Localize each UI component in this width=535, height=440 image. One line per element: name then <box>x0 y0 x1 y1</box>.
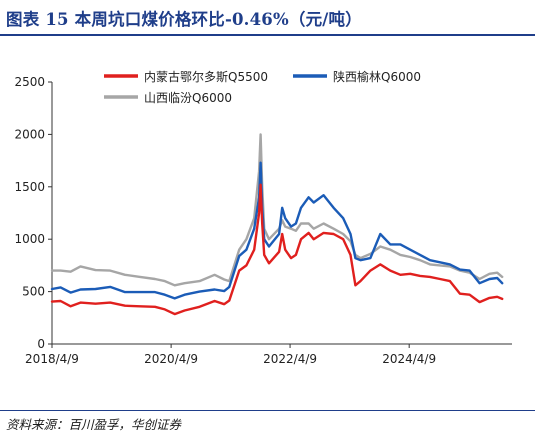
x-tick-label: 2018/4/9 <box>25 352 79 366</box>
y-tick-label: 1500 <box>14 180 45 194</box>
legend-label-0: 内蒙古鄂尔多斯Q5500 <box>144 69 268 84</box>
source-note: 资料来源：百川盈孚，华创证券 <box>6 417 182 432</box>
line-chart: 0 500 1000 1500 2000 2500 2018/4/9 2020/4/9 2022… <box>14 69 512 366</box>
series-line-0 <box>50 183 504 316</box>
legend-label-2: 山西临汾Q6000 <box>144 91 232 105</box>
title-bar: 图表 15 本周坑口煤价格环比-0.46%（元/吨） <box>0 0 535 36</box>
y-tick-label: 2000 <box>14 127 45 141</box>
legend-label-1: 陕西榆林Q6000 <box>333 69 421 84</box>
series-line-2 <box>50 133 504 287</box>
title-rule <box>0 34 535 36</box>
x-tick-label: 2020/4/9 <box>144 352 198 366</box>
series-line-1 <box>50 161 504 300</box>
y-tick-label: 2500 <box>14 75 45 89</box>
bottom-rule <box>0 410 535 411</box>
y-tick-label: 0 <box>37 337 45 351</box>
y-tick-label: 500 <box>22 285 45 299</box>
x-tick-label: 2024/4/9 <box>382 352 436 366</box>
chart-container: 0 500 1000 1500 2000 2500 2018/4/9 2020/4/9 2022… <box>0 38 535 410</box>
y-tick-label: 1000 <box>14 232 45 246</box>
x-tick-label: 2022/4/9 <box>263 352 317 366</box>
chart-title: 图表 15 本周坑口煤价格环比-0.46%（元/吨） <box>6 10 362 29</box>
